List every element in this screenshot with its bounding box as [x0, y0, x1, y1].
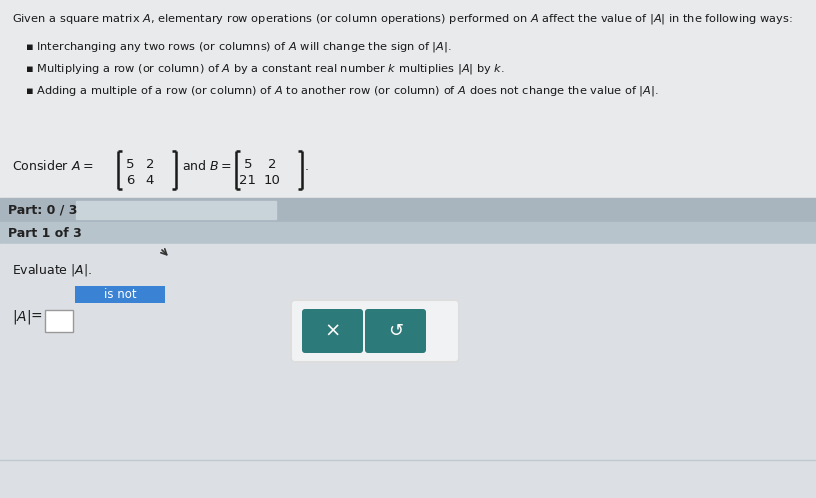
Text: 2: 2	[268, 158, 277, 171]
Text: .: .	[305, 159, 309, 172]
Text: 5: 5	[244, 158, 252, 171]
Text: Consider $A=$: Consider $A=$	[12, 159, 93, 173]
Bar	[0, 222, 816, 244]
Text: $|A|$: $|A|$	[12, 308, 31, 326]
Text: Evaluate $|A|$.: Evaluate $|A|$.	[12, 262, 92, 278]
Text: 5: 5	[126, 158, 135, 171]
Bar	[0, 198, 816, 222]
Text: Part: 0 / 3: Part: 0 / 3	[8, 204, 78, 217]
FancyBboxPatch shape	[75, 286, 165, 303]
Bar	[0, 244, 816, 498]
Text: 6: 6	[126, 174, 134, 187]
FancyBboxPatch shape	[365, 309, 426, 353]
Text: and $B=$: and $B=$	[182, 159, 232, 173]
Text: 4: 4	[146, 174, 154, 187]
Text: ▪ Interchanging any two rows (or columns) of $A$ will change the sign of $|A|$.: ▪ Interchanging any two rows (or columns…	[25, 40, 451, 54]
FancyBboxPatch shape	[291, 300, 459, 362]
Text: =: =	[30, 310, 42, 324]
Text: is not: is not	[104, 288, 136, 301]
Text: ▪ Adding a multiple of a row (or column) of $A$ to another row (or column) of $A: ▪ Adding a multiple of a row (or column)…	[25, 84, 659, 98]
Text: Part 1 of 3: Part 1 of 3	[8, 227, 82, 240]
FancyBboxPatch shape	[302, 309, 363, 353]
Bar	[76, 201, 276, 219]
Text: 2: 2	[146, 158, 154, 171]
Bar	[45, 310, 73, 332]
Text: ↺: ↺	[388, 322, 403, 340]
Text: ×: ×	[324, 322, 341, 341]
Text: 10: 10	[264, 174, 281, 187]
Text: Given a square matrix $A$, elementary row operations (or column operations) perf: Given a square matrix $A$, elementary ro…	[12, 12, 793, 26]
Text: ▪ Multiplying a row (or column) of $A$ by a constant real number $k$ multiplies : ▪ Multiplying a row (or column) of $A$ b…	[25, 62, 505, 76]
Text: 21: 21	[240, 174, 256, 187]
